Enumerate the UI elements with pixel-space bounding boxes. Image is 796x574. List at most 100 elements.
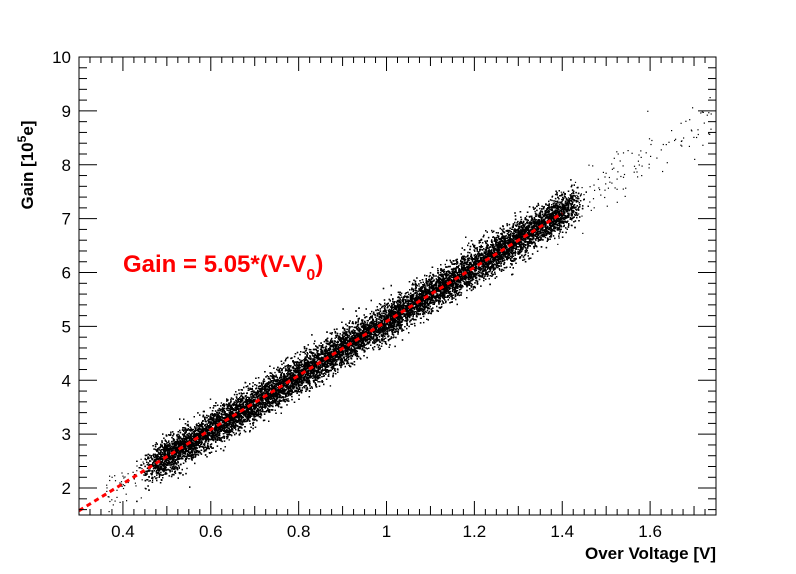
scatter-point [400,296,403,298]
scatter-point [396,299,399,302]
scatter-point [400,292,403,294]
scatter-point [260,411,262,413]
scatter-point [445,292,448,294]
scatter-point [510,233,512,236]
scatter-point [234,407,236,409]
scatter-point [168,447,171,449]
scatter-point [435,278,437,280]
scatter-point [393,331,395,334]
scatter-point [441,300,443,302]
scatter-point [335,355,337,357]
scatter-point [475,257,478,259]
scatter-point [303,386,305,388]
scatter-point [554,193,557,196]
scatter-point [251,389,254,391]
scatter-point [418,285,420,287]
scatter-point [442,275,445,277]
scatter-point [527,237,530,239]
scatter-point [406,321,408,323]
scatter-point [294,368,296,370]
scatter-point [260,406,262,408]
scatter-point [510,240,512,242]
scatter-point [186,467,188,470]
scatter-point [499,242,501,244]
scatter-point [226,404,228,406]
scatter-point [539,207,541,210]
scatter-point [527,252,529,254]
scatter-point [241,403,243,405]
scatter-point [423,321,425,324]
scatter-point [223,429,225,431]
scatter-point [364,320,366,322]
scatter-point [468,283,471,285]
scatter-point [161,461,164,463]
scatter-point [317,349,319,352]
scatter-point [524,253,527,256]
scatter-point [349,340,352,342]
scatter-point [523,239,525,242]
scatter-point [237,419,240,421]
scatter-point [323,353,325,355]
scatter-point [525,237,527,239]
scatter-point [512,255,515,257]
scatter-point [525,215,528,217]
scatter-point [161,457,163,460]
scatter-point [513,232,516,235]
scatter-point [559,214,561,216]
scatter-point [313,355,315,357]
scatter-point [305,358,308,360]
scatter-point [344,331,346,333]
scatter-point [547,232,549,234]
scatter-point [369,333,371,336]
scatter-point [441,306,443,308]
scatter-point [238,405,240,407]
scatter-point [228,439,230,441]
scatter-point [468,242,470,244]
scatter-point [392,337,394,339]
scatter-point [157,464,159,467]
scatter-point [324,363,326,365]
scatter-point [538,236,541,238]
scatter-point [390,328,392,330]
scatter-point [454,270,456,272]
scatter-point [494,267,496,269]
scatter-point [304,374,307,376]
scatter-point [434,301,436,304]
scatter-point [217,429,220,432]
scatter-point [244,418,246,421]
scatter-point [319,371,321,373]
scatter-point [274,371,276,374]
scatter-point [154,448,157,451]
scatter-point [220,402,223,404]
scatter-point [532,237,534,240]
scatter-point [449,273,451,275]
scatter-point [559,225,561,228]
scatter-point [333,343,336,345]
scatter-point [553,202,556,204]
scatter-point [176,436,178,438]
scatter-point [152,478,154,480]
scatter-point [187,425,190,427]
scatter-point [178,434,180,436]
scatter-point [388,328,390,330]
scatter-point [378,334,380,336]
scatter-point [434,300,436,302]
scatter-point [561,211,563,213]
scatter-point [324,346,326,349]
scatter-point [228,414,230,417]
scatter-point [301,384,303,387]
scatter-point [428,282,430,285]
scatter-point [574,206,576,208]
scatter-point [171,442,173,445]
scatter-point [534,210,536,213]
scatter-point [518,223,520,225]
scatter-point [428,285,430,287]
scatter-point [337,350,339,353]
scatter-point [453,271,455,273]
scatter-point [534,233,536,235]
scatter-point [451,290,454,292]
scatter-point [259,408,262,411]
scatter-point [516,242,518,244]
